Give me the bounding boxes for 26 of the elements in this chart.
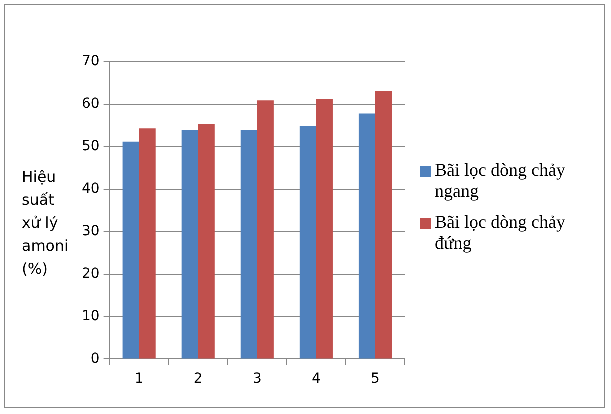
x-tick-label: 1 bbox=[134, 371, 144, 388]
bar bbox=[122, 142, 140, 359]
bar bbox=[198, 124, 215, 359]
y-tick-label: 0 bbox=[90, 350, 100, 367]
x-tick-label: 4 bbox=[312, 371, 321, 388]
legend-label: Bãi lọc dòng chảy đứng bbox=[435, 212, 566, 254]
x-tick-label: 5 bbox=[371, 371, 380, 388]
bar bbox=[182, 130, 198, 359]
bar bbox=[240, 130, 258, 359]
bar bbox=[300, 126, 316, 359]
bar bbox=[139, 128, 156, 359]
y-axis-title: Hiệu suất xử lý amoni (%) bbox=[22, 167, 70, 280]
y-tick-label: 60 bbox=[82, 96, 100, 112]
y-tick-label: 70 bbox=[82, 54, 100, 70]
bar bbox=[257, 100, 274, 359]
y-tick-label: 30 bbox=[82, 223, 100, 240]
y-tick-label: 20 bbox=[82, 266, 100, 282]
bar bbox=[375, 91, 392, 359]
bar bbox=[358, 114, 376, 359]
y-tick-label: 10 bbox=[82, 308, 100, 324]
y-tick-label: 50 bbox=[82, 138, 100, 155]
bar bbox=[316, 99, 333, 359]
x-tick-label: 3 bbox=[252, 371, 262, 388]
x-tick-label: 2 bbox=[194, 371, 203, 388]
legend-label: Bãi lọc dòng chảy ngang bbox=[435, 160, 566, 202]
y-tick-label: 40 bbox=[82, 181, 100, 198]
